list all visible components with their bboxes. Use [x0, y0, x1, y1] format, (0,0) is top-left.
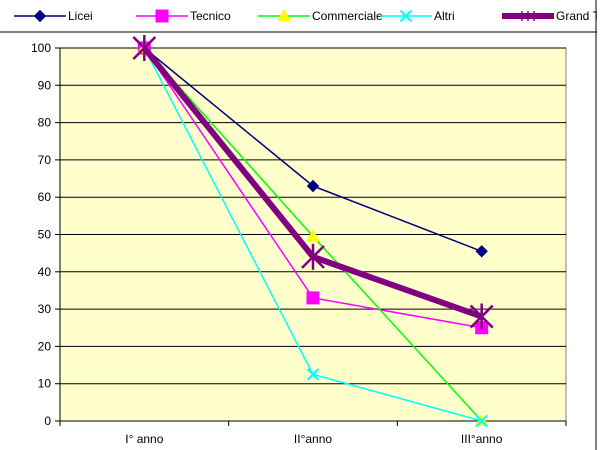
- legend-item: Licei: [14, 9, 93, 23]
- legend-label: Tecnico: [190, 9, 231, 23]
- axes: 0 10 20 30 40 50 60 70 80 90 100 I° anno II°anno III°…: [31, 41, 567, 446]
- data-point: [475, 414, 488, 428]
- data-point: [306, 179, 320, 193]
- legend-label: Altri: [434, 9, 455, 23]
- legend-item: Commerciale: [258, 8, 383, 23]
- data-point: [132, 35, 157, 61]
- legend-item: Altri: [380, 9, 455, 23]
- y-tick-label: 100: [31, 41, 51, 55]
- y-tick-label: 40: [38, 265, 52, 279]
- data-point: [475, 245, 488, 258]
- legend-item: Tecnico: [136, 9, 231, 23]
- legend-marker: [155, 9, 169, 23]
- data-point: [301, 243, 325, 270]
- y-tick-label: 20: [38, 339, 52, 353]
- legend-marker: [277, 8, 291, 21]
- x-tick-label: II°anno: [294, 432, 332, 446]
- legend-marker: [33, 9, 47, 23]
- legend-label: Commerciale: [312, 9, 383, 23]
- legend-label: Licei: [68, 9, 93, 23]
- y-tick-label: 80: [38, 116, 52, 130]
- y-tick-label: 70: [38, 153, 52, 167]
- y-tick-label: 60: [38, 190, 52, 204]
- series-grand-total: [132, 35, 494, 330]
- legend-marker: [399, 9, 413, 23]
- x-tick-label: III°anno: [461, 432, 503, 446]
- data-point: [469, 303, 494, 330]
- data-point: [306, 229, 320, 242]
- y-tick-label: 90: [38, 78, 52, 92]
- x-tick-label: I° anno: [125, 432, 163, 446]
- y-tick-label: 50: [38, 228, 52, 242]
- data-point: [306, 368, 320, 381]
- data-point: [306, 291, 320, 305]
- right-margin: [597, 0, 614, 450]
- legend-marker: [521, 11, 535, 21]
- series-group: [132, 35, 494, 428]
- y-tick-label: 30: [38, 302, 52, 316]
- y-tick-label: 10: [38, 377, 52, 391]
- y-tick-label: 0: [44, 414, 51, 428]
